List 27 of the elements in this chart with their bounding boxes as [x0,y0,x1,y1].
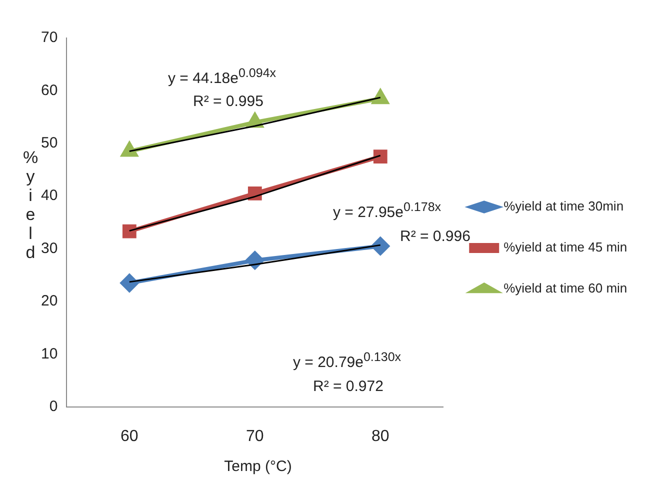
legend-label: %yield at time 30min [504,198,634,214]
y-tick-label: 30 [40,240,58,257]
point [121,142,138,157]
annotation: R² = 0.972 [313,378,384,395]
y-tick-label: 0 [49,398,58,415]
point [373,150,388,164]
x-tick-label: 70 [246,428,264,445]
point [122,224,136,238]
point [246,251,264,270]
y-tick-label: 70 [40,29,58,46]
annotation: y = 20.79e$^{0.130x}$ [293,350,402,371]
point [120,274,138,292]
annotation: y = 27.95e$^{0.178x}$ [333,200,442,221]
y-tick-label: 20 [40,292,58,310]
y-tick-label: 50 [40,134,58,152]
annotation: y = 44.18e$^{0.094x}$ [168,66,276,87]
x-tick-label: 60 [120,428,138,445]
y-tick-label: 60 [40,82,58,99]
x-axis-title: Temp (°C) [223,458,293,475]
annotation: R² = 0.996 [400,228,470,245]
annotation: R² = 0.995 [193,93,264,110]
y-tick-label: 40 [40,187,58,204]
legend-label: %yield at time 45 min [504,240,638,255]
y-axis-title: %yield [21,148,40,262]
x-tick-label: 80 [371,428,390,445]
legend-label: %yield at time 60 min [504,280,638,296]
y-tick-label: 10 [40,345,58,362]
